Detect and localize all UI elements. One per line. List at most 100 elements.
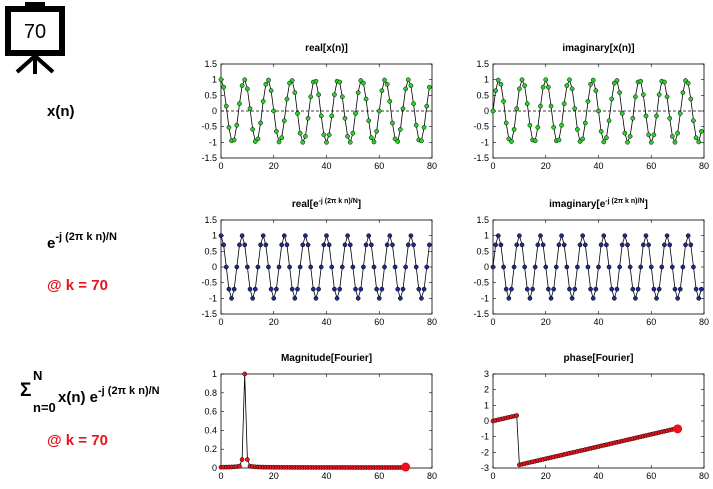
data-point bbox=[633, 94, 638, 100]
data-point bbox=[522, 83, 528, 89]
data-point bbox=[696, 139, 702, 145]
data-point bbox=[308, 264, 314, 270]
data-point bbox=[638, 264, 644, 270]
data-point bbox=[596, 108, 601, 114]
data-point bbox=[242, 77, 248, 83]
x-tick-label: 20 bbox=[269, 161, 279, 171]
data-point bbox=[413, 264, 419, 270]
data-point bbox=[651, 132, 657, 138]
y-tick-label: 0.4 bbox=[204, 425, 217, 435]
data-point bbox=[379, 286, 385, 292]
y-tick-label: 1 bbox=[484, 231, 489, 241]
data-point bbox=[646, 242, 651, 248]
axes-frame bbox=[492, 373, 705, 469]
data-point bbox=[390, 242, 395, 248]
data-point bbox=[384, 81, 390, 87]
label-sum-symbol: Σ bbox=[20, 380, 32, 401]
x-tick-label: 20 bbox=[269, 317, 279, 327]
y-tick-label: -3 bbox=[481, 463, 489, 473]
y-tick-label: 0 bbox=[484, 106, 489, 116]
data-point bbox=[582, 242, 588, 248]
data-point bbox=[495, 77, 501, 83]
data-point bbox=[260, 233, 266, 239]
data-point bbox=[287, 264, 292, 270]
chart-title: Magnitude[Fourier] bbox=[281, 353, 372, 364]
data-point bbox=[532, 264, 538, 270]
data-point bbox=[638, 78, 644, 84]
data-point bbox=[237, 242, 242, 248]
data-point bbox=[376, 108, 382, 114]
data-point bbox=[561, 101, 567, 107]
data-point bbox=[670, 133, 675, 139]
axes-frame bbox=[220, 373, 433, 469]
data-point bbox=[347, 139, 353, 145]
y-tick-label: 1 bbox=[212, 369, 217, 379]
data-point bbox=[329, 264, 335, 270]
current-k-marker bbox=[401, 462, 411, 472]
x-tick-label: 40 bbox=[593, 471, 603, 481]
data-point bbox=[564, 264, 570, 270]
x-tick-label: 40 bbox=[321, 161, 331, 171]
data-point bbox=[688, 242, 694, 248]
y-tick-label: 1 bbox=[484, 400, 489, 410]
data-point bbox=[511, 264, 517, 270]
data-point bbox=[268, 286, 274, 292]
data-point bbox=[339, 264, 345, 270]
data-point bbox=[218, 77, 224, 83]
x-tick-label: 20 bbox=[269, 471, 279, 481]
data-point bbox=[403, 264, 408, 270]
data-point bbox=[635, 286, 641, 292]
data-point bbox=[672, 286, 678, 292]
data-point bbox=[495, 233, 501, 239]
data-point bbox=[627, 133, 633, 139]
x-tick-label: 0 bbox=[490, 161, 495, 171]
data-point bbox=[553, 264, 559, 270]
data-point bbox=[696, 295, 702, 301]
y-tick-label: -1.5 bbox=[473, 309, 489, 319]
x-tick-label: 80 bbox=[427, 471, 437, 481]
data-point bbox=[654, 295, 659, 301]
data-point bbox=[274, 286, 279, 292]
label-sum-body-wrap: x(n) e-j (2π k n)/N bbox=[58, 385, 160, 406]
data-point bbox=[419, 138, 424, 144]
data-point bbox=[318, 113, 324, 119]
label-at-k-1: @ k = 70 bbox=[47, 277, 108, 294]
data-point bbox=[247, 106, 253, 111]
data-point bbox=[239, 457, 245, 462]
data-point bbox=[551, 286, 557, 292]
data-point bbox=[223, 103, 229, 109]
data-point bbox=[245, 86, 250, 92]
data-point bbox=[384, 242, 390, 248]
data-point bbox=[680, 264, 686, 270]
data-point bbox=[371, 139, 377, 145]
chart-title: real[e-j (2π k n)/N] bbox=[292, 198, 361, 210]
data-point bbox=[593, 88, 599, 94]
data-point bbox=[255, 136, 261, 142]
data-point bbox=[596, 264, 601, 270]
x-tick-label: 40 bbox=[321, 317, 331, 327]
data-point bbox=[569, 295, 575, 301]
data-point bbox=[295, 286, 300, 292]
data-point bbox=[622, 130, 628, 136]
y-tick-label: 0.5 bbox=[204, 90, 217, 100]
data-point bbox=[231, 286, 237, 292]
data-point bbox=[268, 88, 274, 94]
data-point bbox=[424, 103, 430, 109]
data-point bbox=[303, 133, 308, 139]
data-point bbox=[688, 96, 694, 102]
data-point bbox=[411, 242, 416, 248]
data-point bbox=[556, 137, 562, 143]
y-tick-label: 0.6 bbox=[204, 407, 217, 417]
data-point bbox=[218, 233, 224, 239]
data-point bbox=[342, 115, 348, 121]
data-point bbox=[501, 98, 506, 104]
data-point bbox=[355, 90, 361, 95]
data-point bbox=[305, 115, 311, 121]
data-point bbox=[662, 79, 667, 85]
data-point bbox=[368, 242, 374, 248]
data-point bbox=[250, 127, 255, 132]
x-tick-label: 60 bbox=[646, 317, 656, 327]
label-sum-exp: -j (2π k n)/N bbox=[98, 385, 160, 397]
data-point bbox=[693, 135, 699, 141]
data-point bbox=[527, 295, 533, 301]
